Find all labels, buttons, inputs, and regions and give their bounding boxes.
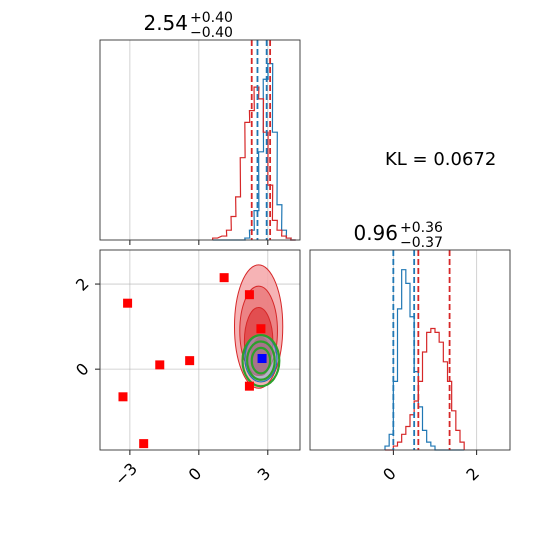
red-square-marker [118, 392, 128, 402]
red-square-marker [244, 381, 254, 391]
bottom-right-title-plus: +0.36 [400, 220, 443, 236]
bottom-left-tick-label-x: 0 [185, 464, 206, 485]
bottom-right-title-minus: −0.37 [400, 235, 443, 251]
bottom-right-hist-red [385, 327, 465, 451]
green-density-contour [241, 334, 281, 388]
red-square-marker [256, 324, 266, 334]
bottom-left-frame [99, 249, 301, 451]
red-square-marker [155, 360, 165, 370]
top-left-title-minus: −0.40 [190, 25, 233, 41]
bottom-left-tick-label-y: 2 [72, 274, 93, 295]
bottom-right-title-value: 0.96 [353, 221, 398, 245]
kl-divergence-label: KL = 0.0672 [385, 149, 496, 170]
red-square-marker [139, 439, 149, 449]
red-square-marker [244, 290, 254, 300]
bottom-left-tick-label-y: 0 [72, 359, 93, 380]
green-density-contour [250, 346, 272, 375]
top-left-title-value: 2.54 [143, 11, 188, 35]
green-density-contour [246, 340, 276, 381]
red-square-marker [219, 273, 229, 283]
bottom-right-tick-label-x: 0 [379, 464, 400, 485]
red-square-marker [123, 298, 133, 308]
red-square-marker [185, 356, 195, 366]
bottom-left-tick-label-x: 3 [254, 464, 275, 485]
bottom-left-tick-label-x: −3 [111, 459, 141, 489]
top-left-frame [99, 39, 301, 241]
bottom-right-histogram-panel: 0 2 0.96 +0.36−0.37 [309, 220, 511, 485]
top-left-hist-red [212, 86, 296, 241]
top-left-title-plus: +0.40 [190, 10, 233, 26]
top-left-histogram-panel: 2.54 +0.40−0.40 [99, 10, 301, 245]
bottom-right-frame [309, 249, 511, 451]
bottom-right-hist-blue [384, 269, 465, 451]
blue-square-marker [257, 354, 267, 364]
bottom-right-tick-label-x: 2 [462, 464, 483, 485]
bottom-left-scatter-panel: 0 2 −3 0 3 [72, 249, 301, 489]
